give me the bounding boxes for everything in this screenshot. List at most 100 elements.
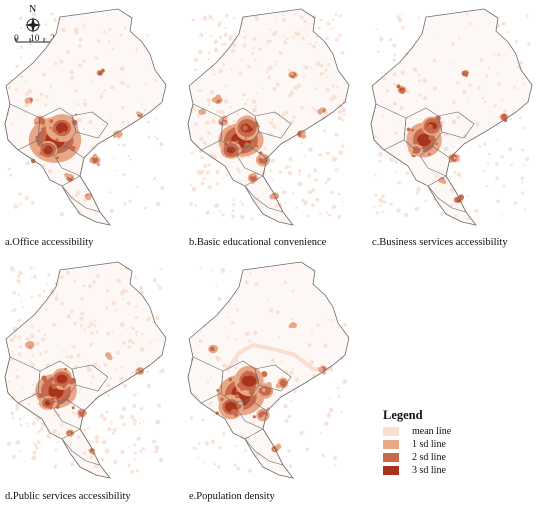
density-dot <box>321 454 325 458</box>
density-dot <box>509 118 513 121</box>
density-dot <box>337 214 342 219</box>
hotspot-fragment <box>411 128 415 132</box>
district-boundary <box>71 111 109 139</box>
hotspot-fragment <box>244 137 248 140</box>
density-dot <box>452 100 456 105</box>
density-dot <box>140 407 144 410</box>
density-dot <box>284 202 287 205</box>
hotspot-fragment <box>39 151 44 156</box>
density-dot <box>72 411 76 415</box>
density-dot <box>111 70 114 73</box>
density-dot <box>152 278 157 283</box>
density-dot <box>222 63 225 66</box>
density-dot <box>207 130 211 135</box>
density-dot <box>501 98 504 102</box>
hotspot-fragment <box>31 158 36 164</box>
density-dot <box>49 85 53 88</box>
legend-item-2sd: 2 sd line <box>383 452 446 463</box>
density-dot <box>159 142 164 147</box>
hotspot-fragment <box>230 399 235 403</box>
density-dot <box>466 216 470 221</box>
density-dot <box>213 463 217 466</box>
density-dot <box>287 449 291 453</box>
density-dot <box>307 190 313 195</box>
legend-label-2sd: 2 sd line <box>412 452 446 463</box>
density-dot <box>135 305 138 308</box>
density-dot <box>202 140 207 145</box>
hotspot-fragment <box>235 140 239 144</box>
density-dot <box>154 445 160 451</box>
density-dot <box>155 201 161 207</box>
density-dot <box>129 157 132 161</box>
density-dot <box>301 36 305 41</box>
density-dot <box>18 336 22 340</box>
density-dot <box>104 448 110 454</box>
density-dot <box>488 152 491 156</box>
hotspot <box>241 375 257 387</box>
density-dot <box>227 178 230 181</box>
city-boundary <box>187 8 350 226</box>
hotspot-fragment <box>251 173 255 177</box>
density-dot <box>271 118 274 121</box>
density-dot <box>314 178 318 182</box>
density-dot <box>378 198 383 203</box>
hotspot-fragment <box>118 136 121 139</box>
density-dot <box>30 277 33 279</box>
density-dot <box>146 120 150 124</box>
density-dot <box>147 386 150 389</box>
density-dot <box>272 269 274 271</box>
density-dot <box>112 427 117 433</box>
density-dot <box>432 196 437 201</box>
density-dot <box>202 461 205 464</box>
density-dot <box>338 150 344 156</box>
density-dot <box>495 138 498 141</box>
density-dot <box>300 105 304 110</box>
density-dot <box>69 443 72 447</box>
density-dot <box>19 450 22 453</box>
density-dot <box>139 449 143 453</box>
density-dot <box>207 163 211 167</box>
density-dot <box>275 310 280 315</box>
density-dot <box>247 155 251 159</box>
density-dot <box>122 297 125 300</box>
density-dot <box>291 289 295 293</box>
density-dot <box>481 96 485 100</box>
density-dot <box>328 213 332 217</box>
density-dot <box>112 158 115 160</box>
density-dot <box>208 51 211 55</box>
density-dot <box>76 353 81 358</box>
density-dot <box>6 441 12 446</box>
density-dot <box>94 434 100 440</box>
density-dot <box>208 15 213 20</box>
density-dot <box>109 113 112 116</box>
density-dot <box>96 39 101 43</box>
density-dot <box>456 172 462 178</box>
density-dot <box>105 306 109 310</box>
density-dot <box>95 273 101 279</box>
legend-label-3sd: 3 sd line <box>412 465 446 476</box>
hotspot-fragment <box>406 127 411 132</box>
density-dot <box>216 109 221 114</box>
density-dot <box>243 45 245 48</box>
density-dot <box>439 211 444 217</box>
density-dot <box>330 27 333 30</box>
scale-label-0: 0 <box>14 34 19 44</box>
density-dot <box>134 315 138 320</box>
density-dot <box>303 19 307 24</box>
scale-label-10: 10 <box>30 34 40 44</box>
density-dot <box>19 26 22 30</box>
density-dot <box>35 341 40 346</box>
district-boundary <box>220 107 260 151</box>
density-dot <box>144 206 147 210</box>
density-dot <box>313 168 318 173</box>
density-dot <box>300 151 302 154</box>
density-dot <box>299 15 304 20</box>
hotspot-fragment <box>52 127 57 132</box>
density-dot <box>320 63 324 68</box>
density-dot <box>108 28 112 32</box>
density-dot <box>110 85 115 90</box>
density-dot <box>262 87 264 90</box>
hotspot-fragment <box>30 101 33 104</box>
density-dot <box>22 416 25 419</box>
density-dot <box>322 72 325 75</box>
